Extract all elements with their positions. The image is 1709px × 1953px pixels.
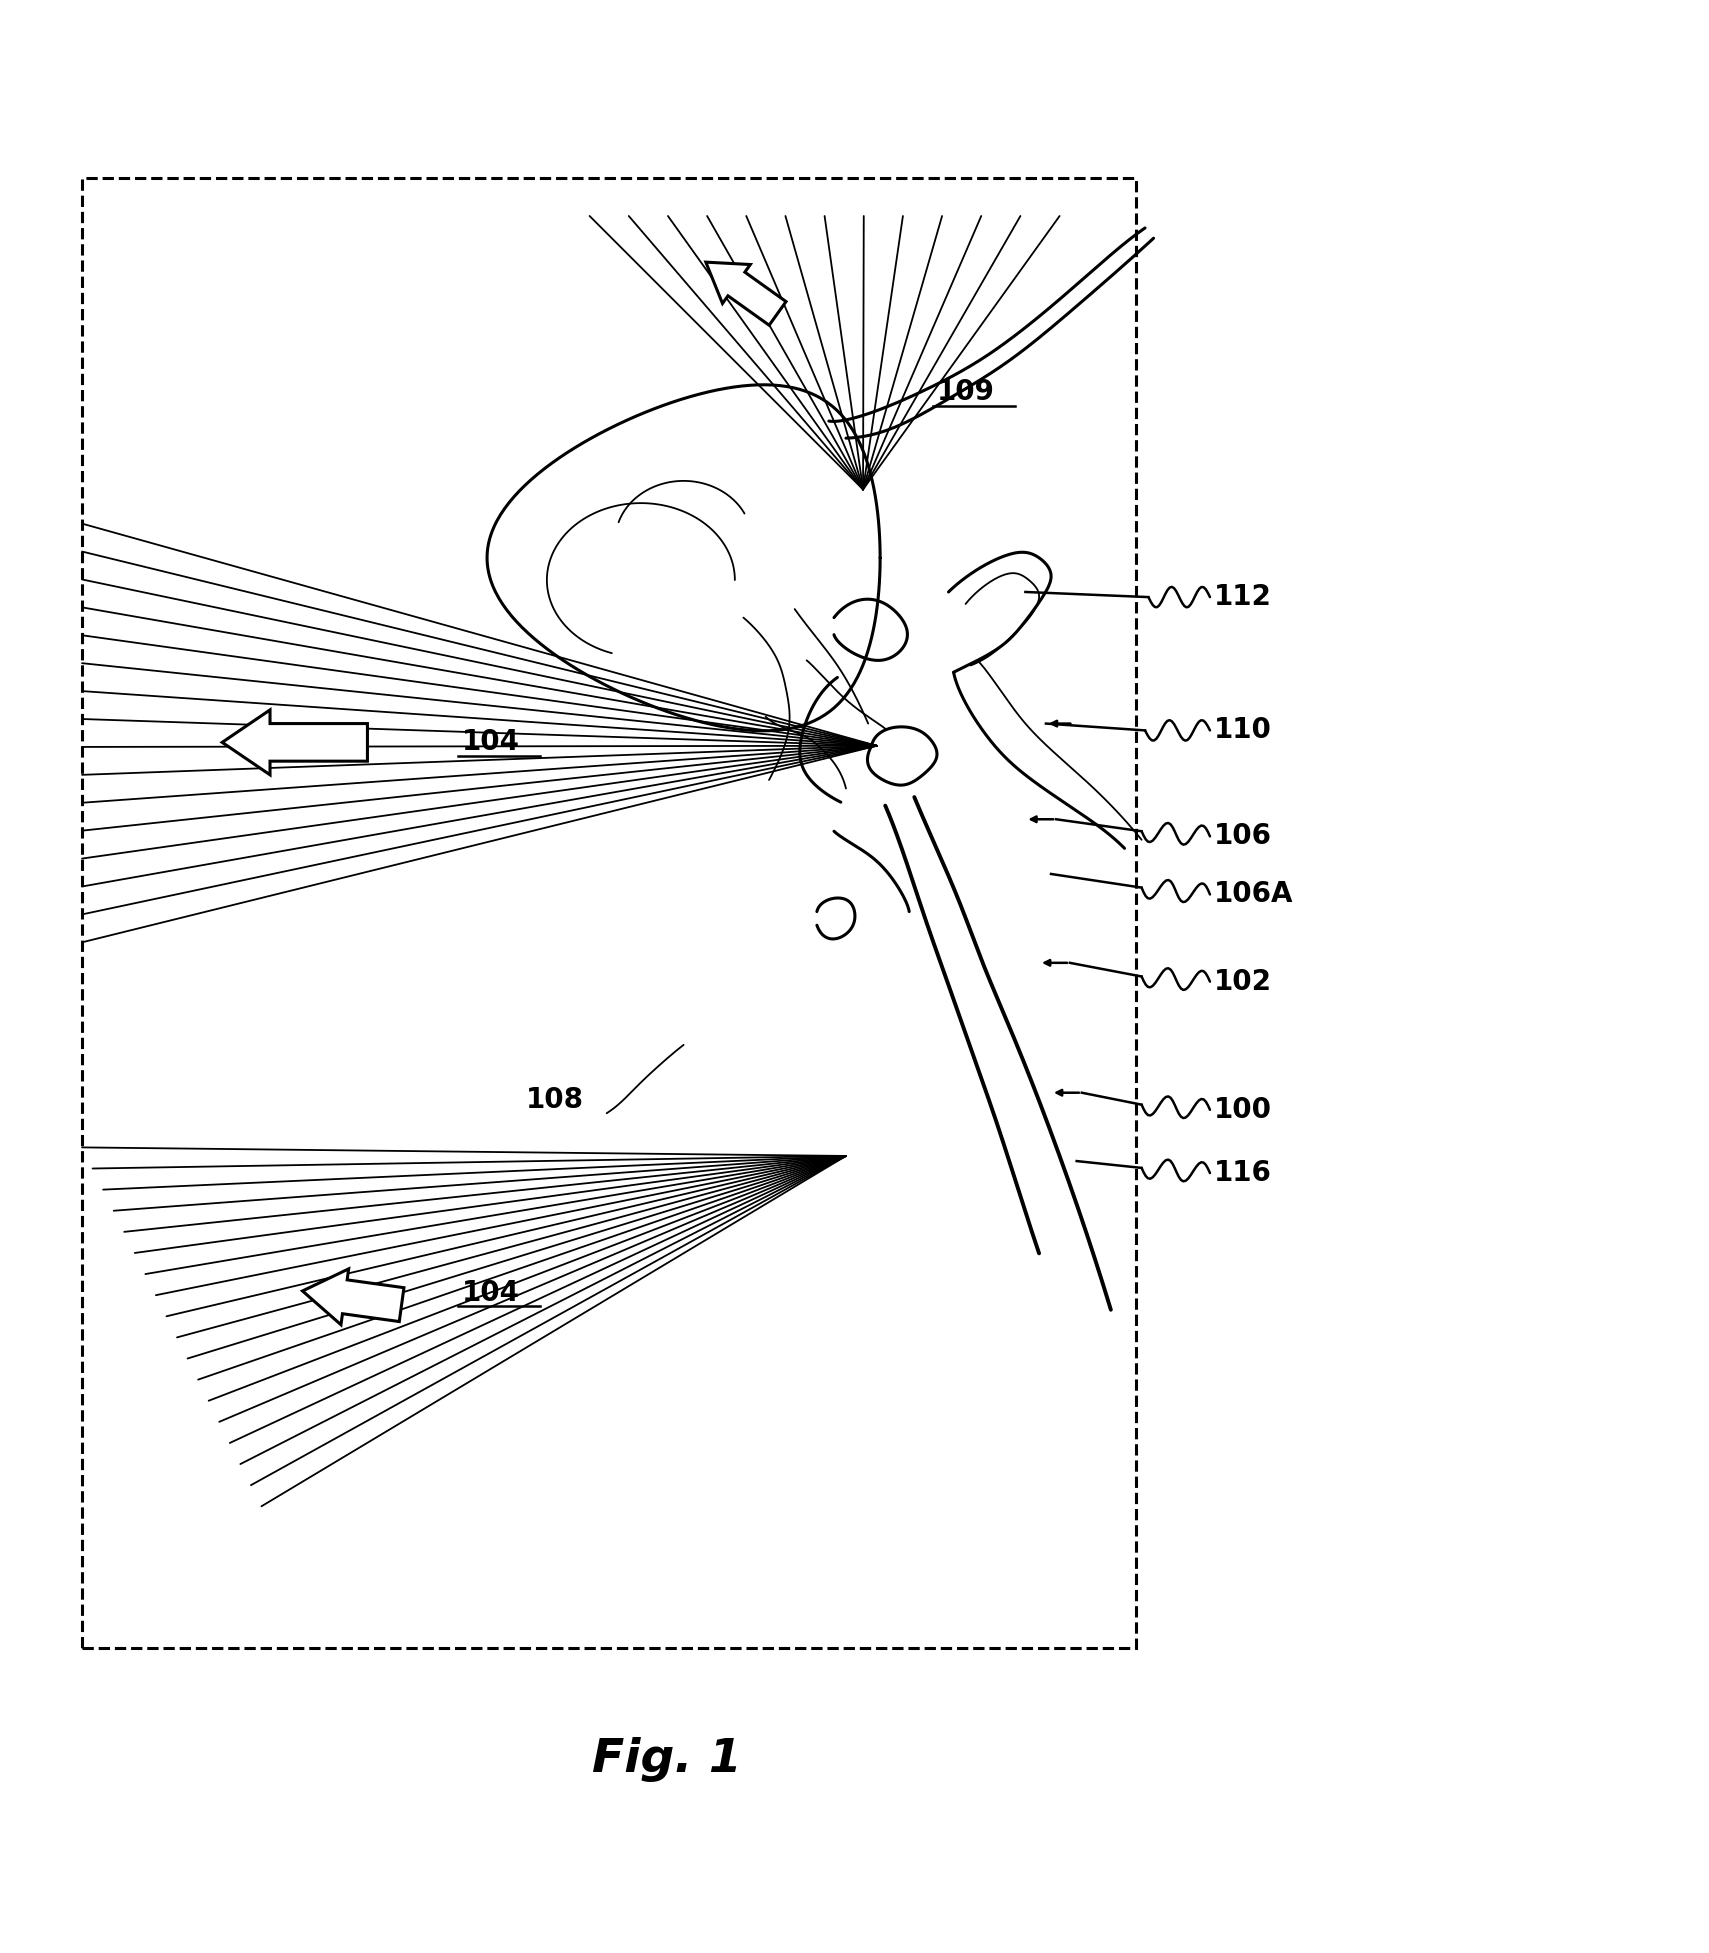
FancyArrow shape: [302, 1269, 403, 1324]
FancyArrow shape: [706, 262, 786, 326]
Text: 109: 109: [937, 379, 995, 406]
Text: 108: 108: [526, 1086, 584, 1113]
Text: 104: 104: [461, 1279, 520, 1307]
Text: 110: 110: [1213, 717, 1271, 744]
Text: 116: 116: [1213, 1158, 1271, 1187]
Text: 112: 112: [1213, 584, 1271, 611]
Text: 104: 104: [461, 728, 520, 756]
Text: Fig. 1: Fig. 1: [591, 1736, 742, 1781]
Text: 100: 100: [1213, 1096, 1271, 1123]
Text: 106A: 106A: [1213, 881, 1294, 908]
FancyArrow shape: [222, 709, 367, 775]
Bar: [82, 178, 1136, 1648]
Text: 102: 102: [1213, 967, 1271, 996]
Text: 106: 106: [1213, 822, 1271, 850]
